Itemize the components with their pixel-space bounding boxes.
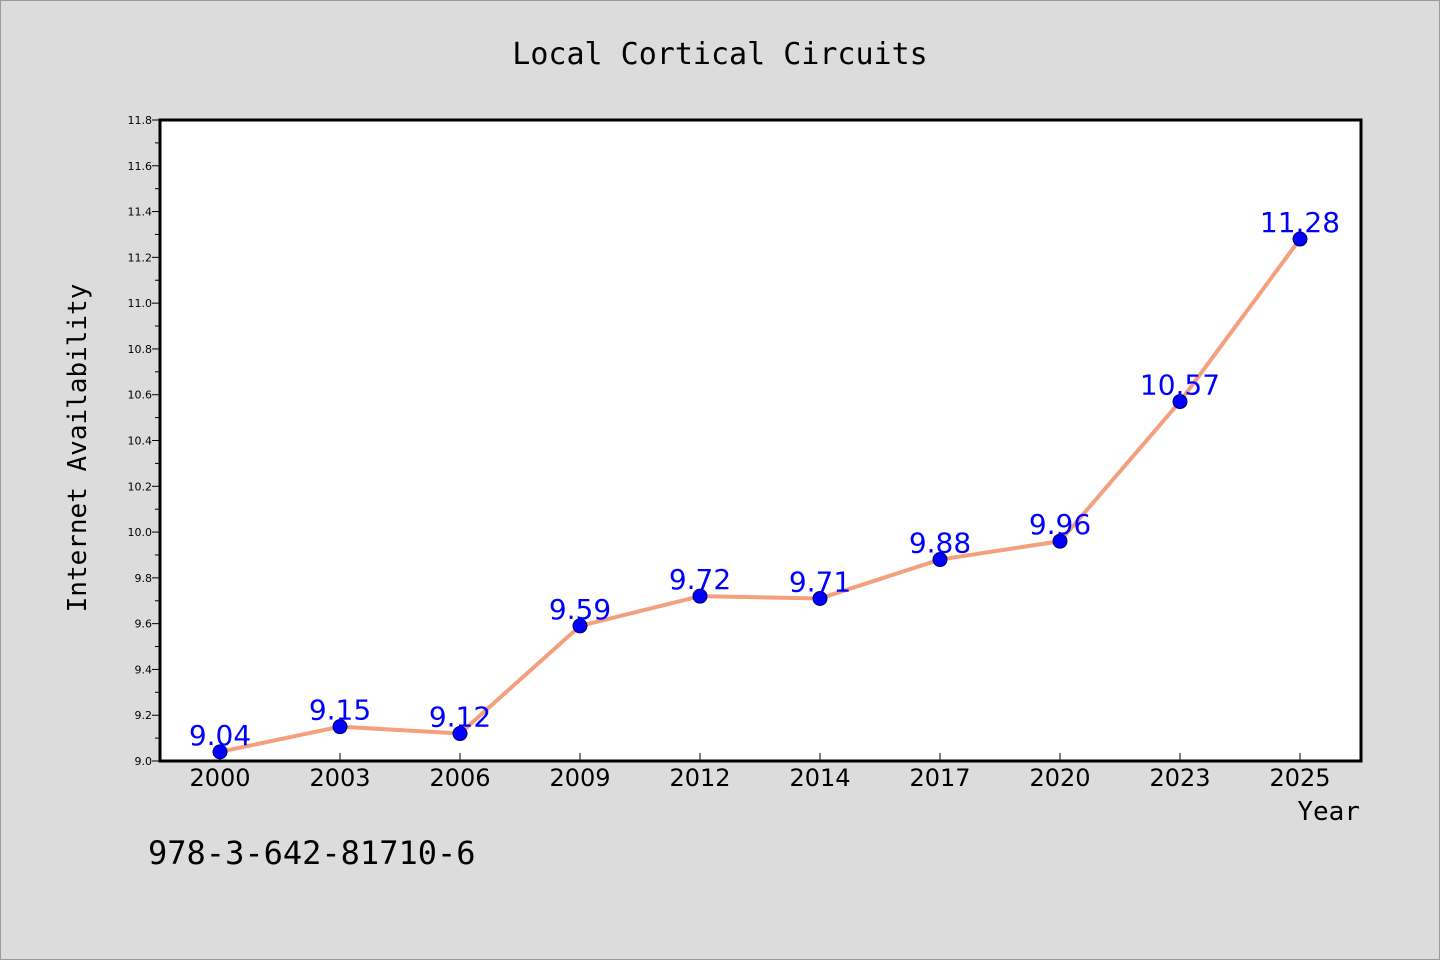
data-point	[812, 590, 828, 606]
x-tick-label: 2009	[549, 764, 610, 792]
y-tick-label: 9.6	[135, 618, 153, 631]
data-point	[332, 719, 348, 735]
x-axis: 2000 2003 2006 2009 2012 2014 2017 2020 2023 2025	[189, 753, 1331, 792]
data-label: 9.72	[669, 563, 731, 596]
data-label: 11.28	[1260, 206, 1340, 239]
y-tick-label: 11.2	[128, 251, 153, 264]
y-tick-label: 10.8	[128, 343, 153, 356]
data-label: 10.57	[1140, 369, 1220, 402]
data-point	[692, 588, 708, 604]
data-label: 9.71	[789, 565, 851, 598]
y-tick-label: 10.0	[128, 526, 153, 539]
x-tick-label: 2023	[1149, 764, 1210, 792]
chart-title: Local Cortical Circuits	[512, 37, 927, 72]
data-point	[212, 744, 228, 760]
series-group: 9.04 9.15 9.12 9.59 9.72 9.71 9.88 9.96 10.57 11.…	[189, 206, 1340, 760]
y-tick-label: 10.6	[128, 389, 153, 402]
data-point	[1292, 231, 1308, 247]
x-tick-label: 2006	[429, 764, 490, 792]
data-point	[572, 618, 588, 634]
data-point	[1172, 394, 1188, 410]
x-tick-label: 2000	[189, 764, 250, 792]
x-tick-label: 2017	[909, 764, 970, 792]
data-point	[932, 552, 948, 568]
y-tick-label: 9.4	[135, 663, 153, 676]
x-tick-label: 2025	[1269, 764, 1330, 792]
data-label: 9.59	[549, 593, 611, 626]
y-axis-label: Internet Availability	[63, 284, 93, 613]
y-tick-label: 9.2	[135, 709, 153, 722]
x-tick-label: 2012	[669, 764, 730, 792]
x-tick-label: 2020	[1029, 764, 1090, 792]
data-point	[1052, 533, 1068, 549]
footnote-isbn: 978-3-642-81710-6	[148, 834, 476, 872]
y-tick-label: 10.2	[128, 480, 153, 493]
data-label: 9.12	[429, 701, 491, 734]
y-tick-label: 10.4	[128, 435, 153, 448]
y-tick-label: 11.8	[128, 114, 153, 127]
x-axis-label: Year	[1297, 797, 1360, 827]
y-tick-label: 11.4	[128, 206, 153, 219]
y-tick-label: 11.0	[128, 297, 153, 310]
data-label: 9.88	[909, 527, 971, 560]
y-tick-label: 9.8	[135, 572, 153, 585]
y-axis: 9.0 9.2 9.4 9.6 9.8 10.0 10.2 10.4 10.6 10.8 11.0 1…	[128, 114, 160, 768]
plot-area	[158, 118, 1363, 763]
y-tick-label: 9.0	[135, 755, 153, 768]
x-tick-label: 2014	[789, 764, 850, 792]
x-tick-label: 2003	[309, 764, 370, 792]
series-line	[219, 237, 1302, 754]
data-point	[452, 726, 468, 742]
y-tick-label: 11.6	[128, 160, 153, 173]
data-label: 9.96	[1029, 508, 1091, 541]
data-label: 9.04	[189, 719, 251, 752]
data-label: 9.15	[309, 694, 371, 727]
